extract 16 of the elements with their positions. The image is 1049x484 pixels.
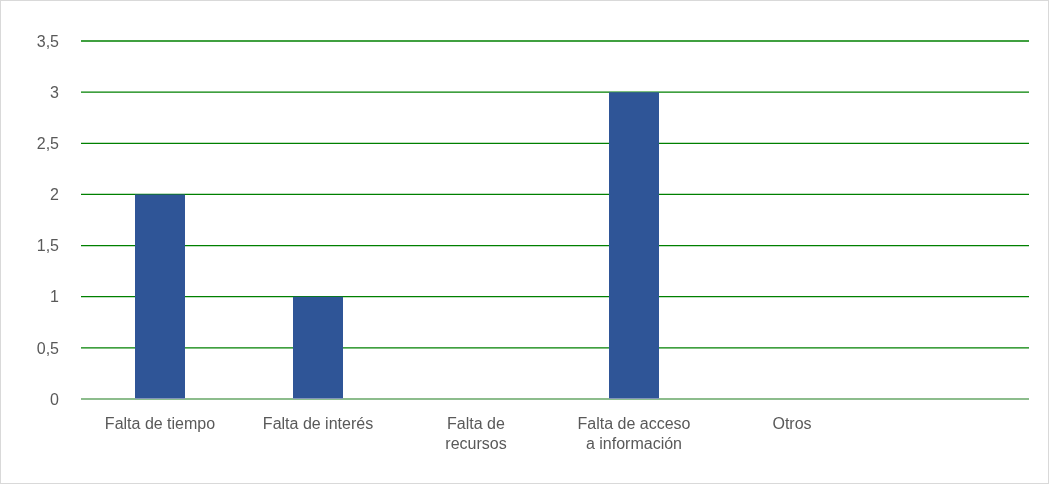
y-tick-label: 0	[50, 390, 60, 408]
bar	[609, 92, 659, 399]
x-tick-label: Falta de acceso a información	[577, 415, 691, 452]
bar	[135, 194, 185, 399]
y-tick-label: 3,5	[36, 32, 60, 50]
y-tick-label: 1	[50, 288, 60, 306]
y-tick-label: 1,5	[36, 237, 60, 255]
x-tick-label: Falta de interés	[262, 415, 374, 433]
y-tick-label: 2,5	[36, 134, 60, 152]
x-tick-label: Falta de tiempo	[104, 415, 216, 433]
x-tick-label: Otros	[772, 415, 812, 433]
y-tick-label: 3	[50, 83, 60, 101]
y-tick-label: 0,5	[36, 339, 60, 357]
y-tick-label: 2	[50, 186, 60, 204]
x-tick-label: Falta de recursos	[445, 415, 507, 452]
bar	[293, 296, 343, 399]
